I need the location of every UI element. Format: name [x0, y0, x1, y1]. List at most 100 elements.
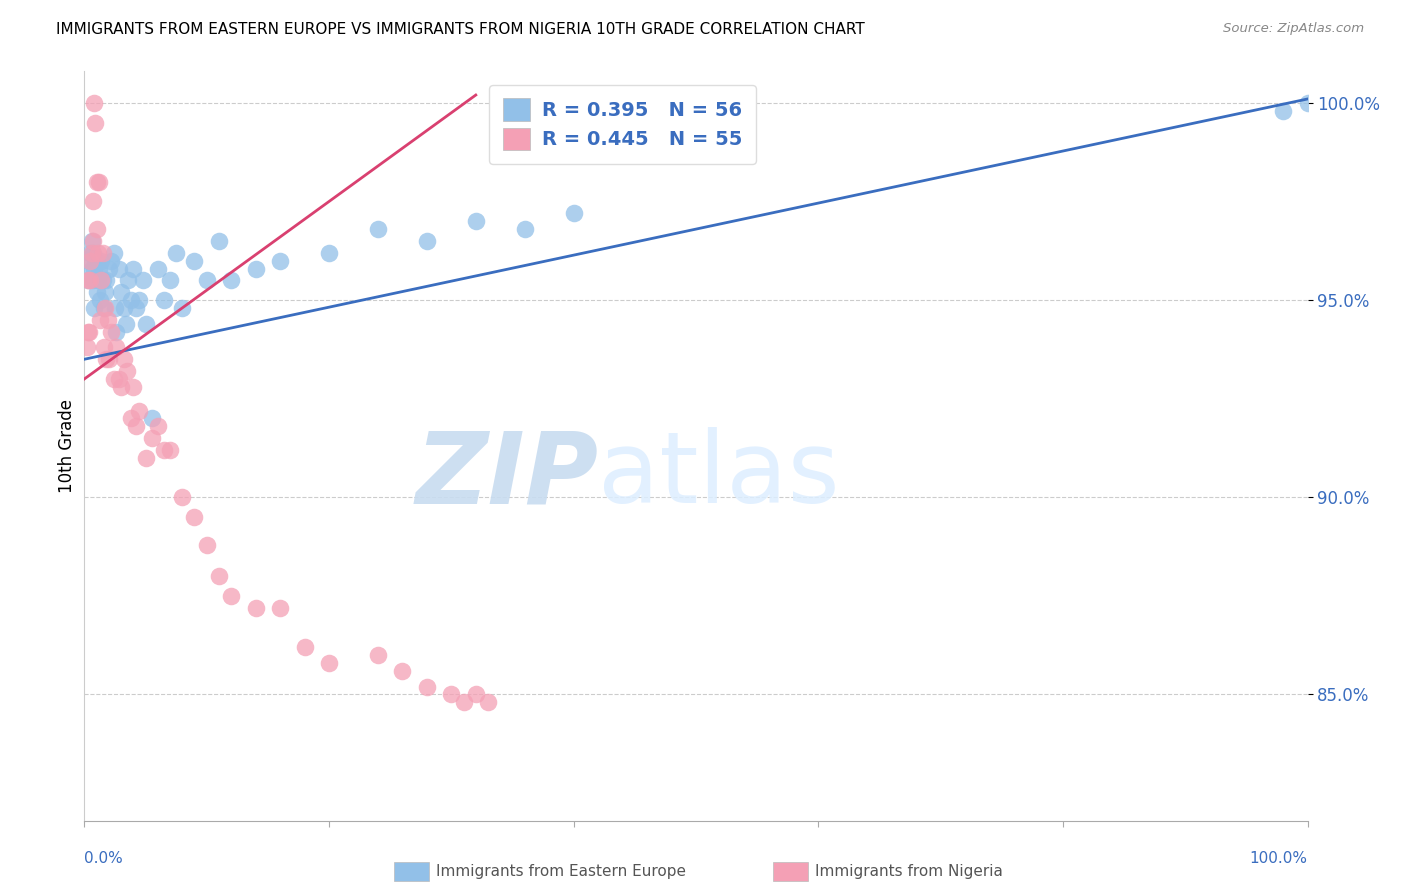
Point — [128, 293, 150, 307]
Point — [464, 214, 486, 228]
Point — [562, 206, 585, 220]
Point — [96, 273, 118, 287]
Point — [195, 273, 218, 287]
Point — [464, 688, 486, 702]
Point — [141, 431, 163, 445]
Point — [165, 245, 187, 260]
Point — [86, 253, 108, 268]
Point — [82, 234, 104, 248]
Point — [100, 325, 122, 339]
Point — [76, 340, 98, 354]
Point — [104, 301, 127, 315]
Point — [440, 688, 463, 702]
Point — [416, 680, 439, 694]
Point — [89, 293, 111, 307]
Point — [77, 325, 100, 339]
Point — [115, 364, 138, 378]
Point — [80, 245, 103, 260]
Point — [294, 640, 316, 654]
Point — [93, 340, 115, 354]
Text: IMMIGRANTS FROM EASTERN EUROPE VS IMMIGRANTS FROM NIGERIA 10TH GRADE CORRELATION: IMMIGRANTS FROM EASTERN EUROPE VS IMMIGR… — [56, 22, 865, 37]
Point — [159, 442, 181, 457]
Point — [245, 600, 267, 615]
Point — [94, 301, 117, 315]
Point — [367, 648, 389, 662]
Point — [86, 285, 108, 300]
Point — [1296, 95, 1319, 110]
Point — [82, 245, 104, 260]
Point — [84, 253, 107, 268]
Point — [391, 664, 413, 678]
Point — [146, 261, 169, 276]
Point — [82, 194, 104, 209]
Point — [79, 245, 101, 260]
Point — [91, 273, 114, 287]
Point — [117, 273, 139, 287]
Point — [94, 285, 117, 300]
Point — [112, 352, 135, 367]
Point — [97, 313, 120, 327]
Point — [110, 380, 132, 394]
Point — [105, 340, 128, 354]
Point — [84, 115, 107, 129]
Point — [132, 273, 155, 287]
Point — [318, 245, 340, 260]
Point — [159, 273, 181, 287]
Point — [367, 222, 389, 236]
Point — [77, 325, 100, 339]
Point — [183, 510, 205, 524]
Y-axis label: 10th Grade: 10th Grade — [58, 399, 76, 493]
Point — [195, 538, 218, 552]
Point — [97, 352, 120, 367]
Point — [416, 234, 439, 248]
Point — [112, 301, 135, 315]
Point — [245, 261, 267, 276]
Point — [125, 301, 148, 315]
Point — [103, 372, 125, 386]
Point — [172, 490, 194, 504]
Point — [79, 273, 101, 287]
Point — [146, 419, 169, 434]
Text: ZIP: ZIP — [415, 427, 598, 524]
Point — [128, 403, 150, 417]
Point — [100, 253, 122, 268]
Point — [477, 695, 499, 709]
Point — [1272, 103, 1295, 118]
Point — [87, 245, 110, 260]
Point — [87, 175, 110, 189]
Point — [87, 273, 110, 287]
Point — [219, 589, 242, 603]
Text: 100.0%: 100.0% — [1250, 851, 1308, 865]
Point — [318, 656, 340, 670]
Point — [77, 253, 100, 268]
Point — [219, 273, 242, 287]
Point — [153, 293, 176, 307]
Point — [96, 352, 118, 367]
Text: Source: ZipAtlas.com: Source: ZipAtlas.com — [1223, 22, 1364, 36]
Point — [77, 273, 100, 287]
Point — [135, 450, 157, 465]
Point — [77, 273, 100, 287]
Point — [141, 411, 163, 425]
Point — [90, 273, 112, 287]
Point — [83, 261, 105, 276]
Point — [97, 261, 120, 276]
Legend: R = 0.395   N = 56, R = 0.445   N = 55: R = 0.395 N = 56, R = 0.445 N = 55 — [489, 85, 756, 164]
Point — [122, 261, 145, 276]
Point — [91, 245, 114, 260]
Text: 0.0%: 0.0% — [84, 851, 124, 865]
Point — [115, 317, 138, 331]
Point — [93, 301, 115, 315]
Text: atlas: atlas — [598, 427, 839, 524]
Point — [86, 175, 108, 189]
Text: Immigrants from Eastern Europe: Immigrants from Eastern Europe — [436, 864, 686, 879]
Point — [269, 600, 291, 615]
Point — [172, 301, 194, 315]
Point — [83, 95, 105, 110]
Point — [183, 253, 205, 268]
Point — [87, 261, 110, 276]
Point — [125, 419, 148, 434]
Point — [120, 293, 142, 307]
Point — [107, 372, 129, 386]
Text: Immigrants from Nigeria: Immigrants from Nigeria — [815, 864, 1004, 879]
